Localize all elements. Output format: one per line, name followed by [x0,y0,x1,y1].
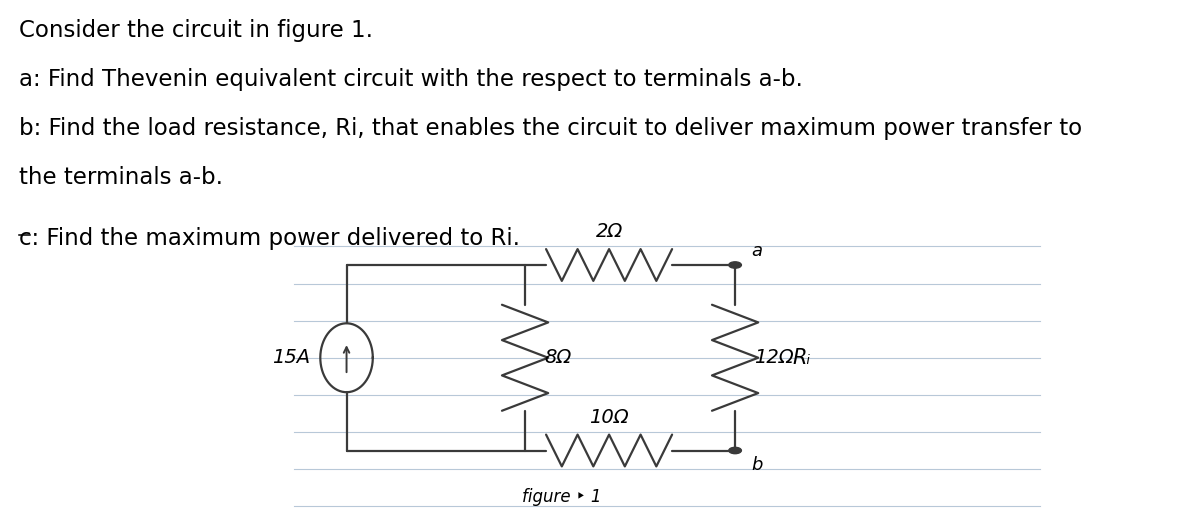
Text: a: Find Thevenin equivalent circuit with the respect to terminals a-b.: a: Find Thevenin equivalent circuit with… [19,68,803,91]
Text: b: Find the load resistance, Ri, that enables the circuit to deliver maximum pow: b: Find the load resistance, Ri, that en… [19,117,1082,140]
Text: 15A: 15A [271,348,310,367]
Text: the terminals a-b.: the terminals a-b. [19,166,223,189]
Text: 8Ω: 8Ω [544,348,571,367]
Text: Consider the circuit in figure 1.: Consider the circuit in figure 1. [19,19,373,41]
Text: Rᵢ: Rᵢ [793,348,811,368]
Text: figure ‣ 1: figure ‣ 1 [522,488,601,506]
Text: 10Ω: 10Ω [589,408,629,427]
Text: a: a [751,242,762,260]
Circle shape [728,262,742,268]
Text: b: b [751,456,762,474]
Text: 2Ω: 2Ω [595,222,623,241]
Text: c: Find the maximum power delivered to Ri.: c: Find the maximum power delivered to R… [19,227,520,250]
Circle shape [728,447,742,454]
Text: 12Ω: 12Ω [754,348,793,367]
